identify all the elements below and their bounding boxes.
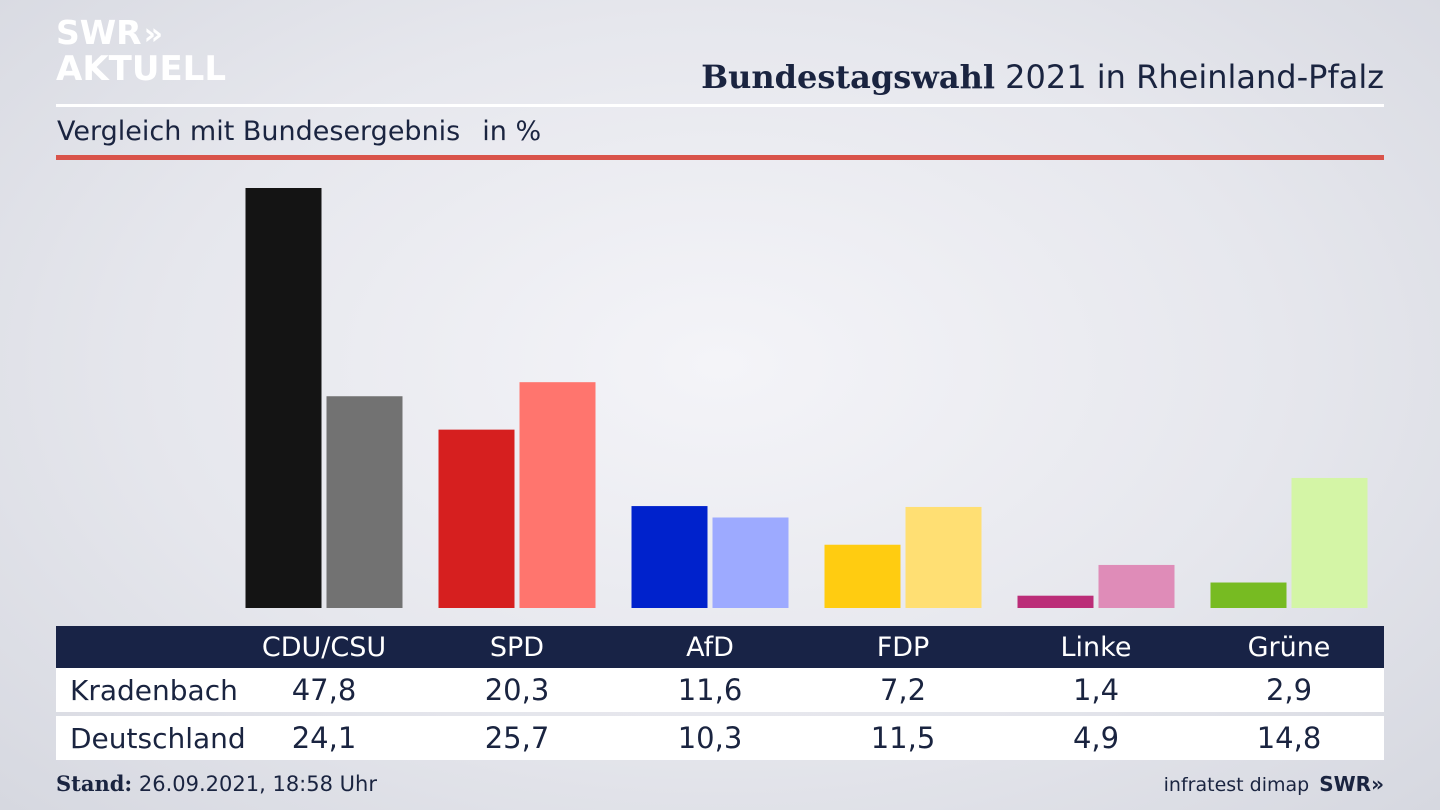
value-label-deutschland-gr-ne: 14,8: [1256, 721, 1322, 755]
bar-kradenbach-spd: [438, 429, 515, 608]
category-label-linke: Linke: [1060, 631, 1132, 663]
table-row-deutschland: Deutschland 24,1 25,7 10,3 11,5 4,9 14,8: [56, 716, 1384, 760]
bar-deutschland-cdu-csu: [326, 396, 403, 608]
value-label-kradenbach-linke: 1,4: [1072, 673, 1120, 707]
category-label-cdu-csu: CDU/CSU: [261, 631, 387, 663]
bar-kradenbach-afd: [631, 506, 708, 608]
category-label-afd: AfD: [686, 631, 734, 663]
source-credit: infratest dimap SWR»: [1164, 772, 1384, 796]
bar-kradenbach-fdp: [824, 544, 901, 608]
unit-label: in %: [482, 116, 542, 147]
bar-deutschland-afd: [712, 517, 789, 608]
title-divider: [56, 104, 1384, 107]
bar-kradenbach-cdu-csu: [245, 188, 322, 608]
results-table: CDU/CSU SPD AfD FDP Linke Grüne Kradenbach 47,…: [56, 626, 1384, 760]
value-label-deutschland-cdu-csu: 24,1: [291, 721, 357, 755]
swr-aktuell-logo: SWR» AKTUELL: [56, 13, 227, 89]
category-label-gr-ne: Grüne: [1247, 631, 1331, 663]
timestamp: Stand: 26.09.2021, 18:58 Uhr: [56, 771, 377, 796]
value-label-kradenbach-cdu-csu: 47,8: [291, 673, 357, 707]
series-label-kradenbach: Kradenbach: [70, 673, 238, 707]
table-header-row: CDU/CSU SPD AfD FDP Linke Grüne: [56, 626, 1384, 668]
value-label-deutschland-linke: 4,9: [1072, 721, 1120, 755]
value-label-kradenbach-afd: 11,6: [677, 673, 743, 707]
category-label-spd: SPD: [489, 631, 545, 663]
value-label-deutschland-fdp: 11,5: [870, 721, 936, 755]
stand-value: 26.09.2021, 18:58 Uhr: [138, 772, 377, 796]
bar-deutschland-fdp: [905, 506, 982, 608]
swr-brand-small: SWR»: [1319, 772, 1384, 796]
bar-deutschland-gr-ne: [1291, 477, 1368, 608]
source-label: infratest dimap: [1163, 774, 1310, 796]
series-label-deutschland: Deutschland: [70, 721, 246, 755]
title-rest: 2021 in Rheinland-Pfalz: [1005, 58, 1384, 96]
stand-label: Stand:: [56, 771, 133, 796]
chart-subtitle: Vergleich mit Bundesergebnis in %: [57, 116, 542, 147]
title-bold: Bundestagswahl: [701, 58, 995, 96]
category-label-fdp: FDP: [876, 631, 930, 663]
value-label-deutschland-afd: 10,3: [677, 721, 743, 755]
bar-chart: [245, 188, 1368, 608]
bar-deutschland-linke: [1098, 564, 1175, 608]
table-row-kradenbach: Kradenbach 47,8 20,3 11,6 7,2 1,4 2,9: [56, 668, 1384, 712]
bar-kradenbach-gr-ne: [1210, 582, 1287, 608]
value-label-kradenbach-gr-ne: 2,9: [1265, 673, 1313, 707]
value-label-deutschland-spd: 25,7: [484, 721, 550, 755]
value-label-kradenbach-spd: 20,3: [484, 673, 550, 707]
page-title: Bundestagswahl 2021 in Rheinland-Pfalz: [701, 58, 1384, 96]
bar-kradenbach-linke: [1017, 595, 1094, 608]
value-label-kradenbach-fdp: 7,2: [879, 673, 927, 707]
bar-deutschland-spd: [519, 382, 596, 608]
accent-rule: [56, 155, 1384, 160]
